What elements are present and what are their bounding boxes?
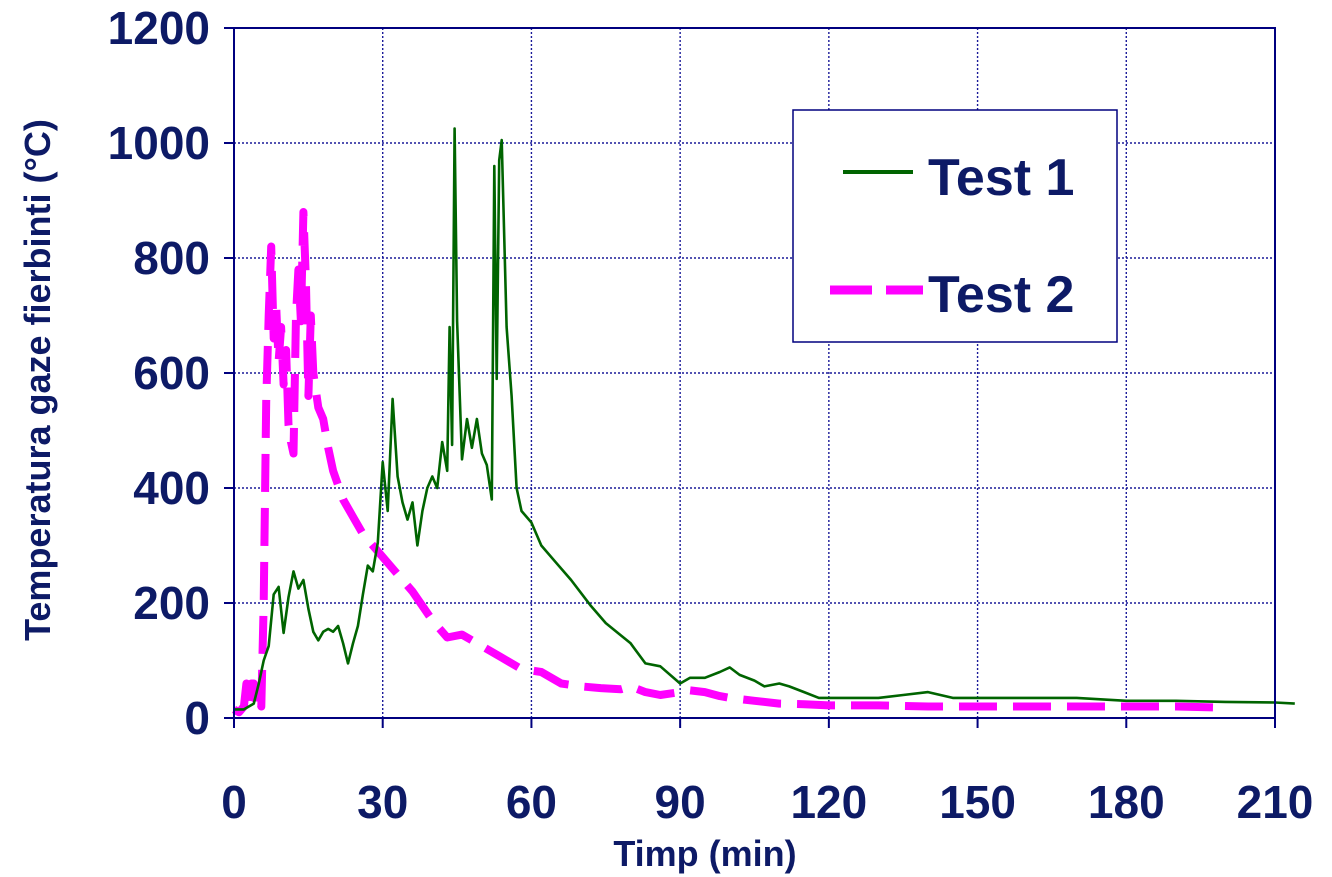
y-tick-label: 0	[184, 692, 210, 744]
series-lines	[231, 127, 1295, 717]
x-tick-label: 210	[1237, 776, 1314, 828]
x-tick-label: 180	[1088, 776, 1165, 828]
x-tick-label: 120	[790, 776, 867, 828]
grid-lines	[234, 28, 1275, 718]
x-tick-label: 90	[655, 776, 706, 828]
legend: Test 1 Test 2	[792, 109, 1118, 343]
x-tick-label: 60	[506, 776, 557, 828]
y-tick-label: 800	[133, 232, 210, 284]
legend-box	[792, 109, 1118, 343]
y-tick-label: 200	[133, 577, 210, 629]
y-axis-title: Temperatura gaze fierbinti (°C)	[17, 119, 58, 641]
axis-ticks	[224, 27, 1276, 728]
x-tick-label: 0	[221, 776, 247, 828]
x-axis-tick-labels: 0 30 60 90 120 150 180 210	[221, 776, 1313, 828]
y-tick-label: 600	[133, 347, 210, 399]
series-line-test-1	[234, 127, 1295, 711]
legend-label-test-1: Test 1	[928, 149, 1074, 207]
series-line-test-2	[231, 208, 1226, 717]
legend-label-test-2: Test 2	[928, 266, 1074, 324]
x-axis-title: Timp (min)	[613, 833, 796, 874]
y-tick-label: 1000	[108, 117, 210, 169]
y-axis-tick-labels: 0 200 400 600 800 1000 1200	[108, 2, 210, 744]
y-tick-label: 1200	[108, 2, 210, 54]
x-tick-label: 30	[357, 776, 408, 828]
y-tick-label: 400	[133, 462, 210, 514]
x-tick-label: 150	[939, 776, 1016, 828]
